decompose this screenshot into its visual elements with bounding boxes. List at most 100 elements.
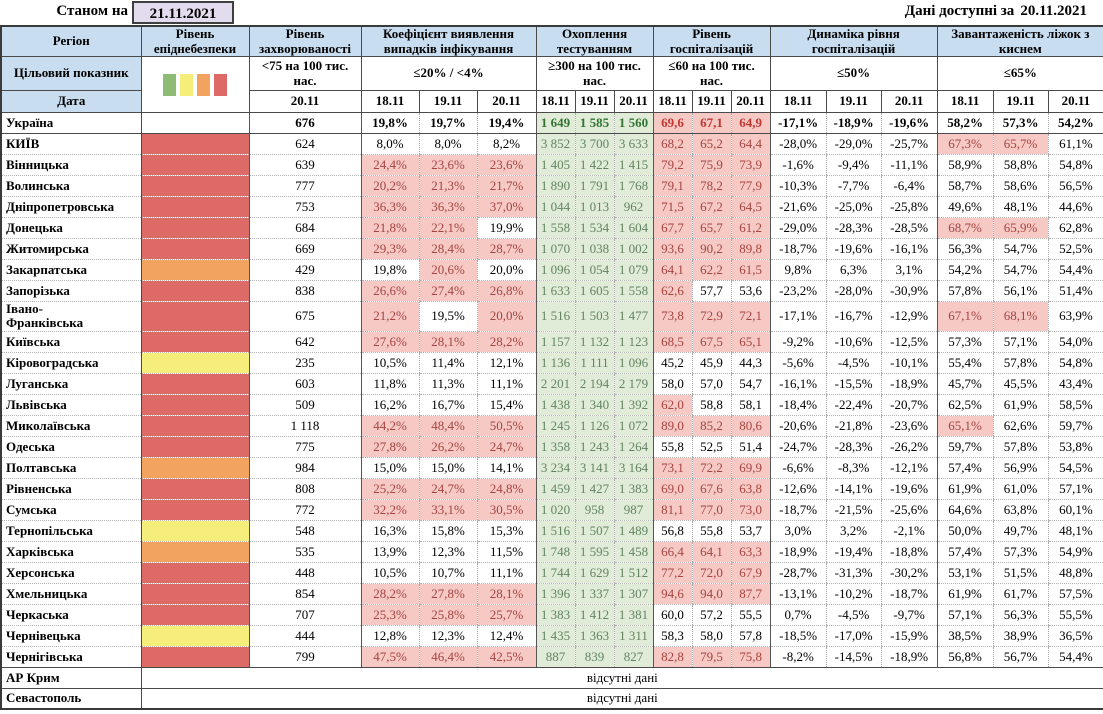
testing-value-cell: 1 748: [535, 541, 576, 563]
detection-value-cell: 24,8%: [476, 478, 537, 500]
hospitalization-dynamics-cell: -6,6%: [769, 457, 827, 479]
hospitalization-dynamics-cell: -8,3%: [825, 457, 882, 479]
hospitalization-dynamics-cell: -19,6%: [880, 478, 938, 500]
epidemic-level-cell: [140, 436, 249, 458]
detection-value-cell: 27,6%: [360, 331, 419, 353]
hospitalization-dynamics-cell: -18,9%: [825, 112, 882, 135]
oxygen-beds-value-cell: 60,1%: [1047, 499, 1103, 521]
hospitalization-value-cell: 67,1: [691, 112, 732, 135]
detection-value-cell: 22,1%: [418, 217, 477, 240]
target-header-dynamics: ≤50%: [769, 56, 938, 92]
hospitalization-dynamics-cell: -18,9%: [769, 541, 827, 563]
testing-value-cell: 1 534: [574, 217, 615, 240]
detection-value-cell: 12,8%: [360, 625, 419, 647]
oxygen-beds-value-cell: 58,7%: [936, 175, 994, 198]
incidence-value-cell: 509: [248, 394, 361, 416]
testing-value-cell: 1 245: [535, 415, 576, 437]
hospitalization-value-cell: 77,9: [730, 175, 771, 198]
hospitalization-value-cell: 69,0: [652, 478, 693, 500]
detection-value-cell: 27,4%: [418, 280, 477, 303]
target-header-beds: ≤65%: [936, 56, 1103, 92]
oxygen-beds-value-cell: 58,9%: [936, 154, 994, 177]
testing-value-cell: 1 264: [613, 436, 654, 458]
hospitalization-value-cell: 89,0: [652, 415, 693, 437]
oxygen-beds-value-cell: 56,9%: [992, 457, 1049, 479]
incidence-value-cell: 548: [248, 520, 361, 542]
hospitalization-value-cell: 64,5: [730, 196, 771, 219]
region-cell: Черкаська: [1, 604, 142, 626]
detection-value-cell: 42,5%: [476, 646, 537, 668]
testing-value-cell: 1 363: [574, 625, 615, 647]
hospitalization-dynamics-cell: -9,4%: [825, 154, 882, 177]
hospitalization-value-cell: 94,6: [652, 583, 693, 605]
oxygen-beds-value-cell: 55,4%: [936, 352, 994, 374]
column-header-testing: Охоплення тестуванням: [535, 25, 654, 58]
oxygen-beds-value-cell: 48,8%: [1047, 562, 1103, 584]
hospitalization-value-cell: 67,6: [691, 478, 732, 500]
hospitalization-value-cell: 80,6: [730, 415, 771, 437]
hospitalization-value-cell: 75,8: [730, 646, 771, 668]
column-header-dynamics: Динаміка рівня госпіталізацій: [769, 25, 938, 58]
oxygen-beds-value-cell: 68,7%: [936, 217, 994, 240]
incidence-value-cell: 669: [248, 238, 361, 261]
oxygen-beds-value-cell: 53,1%: [936, 562, 994, 584]
testing-value-cell: 987: [613, 499, 654, 521]
column-header-beds: Завантаженість ліжок з киснем: [936, 25, 1103, 58]
incidence-value-cell: 808: [248, 478, 361, 500]
hospitalization-dynamics-cell: -25,0%: [825, 196, 882, 219]
oxygen-beds-value-cell: 54,0%: [1047, 331, 1103, 353]
hospitalization-dynamics-cell: -21,5%: [825, 499, 882, 521]
hospitalization-dynamics-cell: 9,8%: [769, 259, 827, 282]
column-header-detection: Коефіцієнт виявлення випадків інфікуванн…: [360, 25, 537, 58]
hospitalization-value-cell: 57,8: [730, 625, 771, 647]
testing-value-cell: 1 489: [613, 520, 654, 542]
region-cell: Закарпатська: [1, 259, 142, 282]
table-row: Сумська 772 32,2% 33,1% 30,5% 1 020 958 987 81,1…: [1, 499, 1103, 521]
detection-value-cell: 20,0%: [476, 259, 537, 282]
hospitalization-dynamics-cell: -12,9%: [880, 301, 938, 332]
date-header-dynamics: 18.11: [769, 90, 827, 114]
date-header-hospital: 19.11: [691, 90, 732, 114]
epidemic-level-cell: [140, 331, 249, 353]
hospitalization-value-cell: 68,5: [652, 331, 693, 353]
testing-value-cell: 1 507: [574, 520, 615, 542]
table-row: Рівненська 808 25,2% 24,7% 24,8% 1 459 1 427 1 …: [1, 478, 1103, 500]
oxygen-beds-value-cell: 44,6%: [1047, 196, 1103, 219]
hospitalization-dynamics-cell: -21,8%: [825, 415, 882, 437]
hospitalization-dynamics-cell: -25,6%: [880, 499, 938, 521]
detection-value-cell: 11,8%: [360, 373, 419, 395]
date-header-beds: 18.11: [936, 90, 994, 114]
row-header-date: Дата: [0, 90, 142, 114]
testing-value-cell: 1 405: [535, 154, 576, 177]
detection-value-cell: 19,9%: [476, 217, 537, 240]
region-cell: Севастополь: [1, 688, 142, 710]
detection-value-cell: 24,7%: [476, 436, 537, 458]
testing-value-cell: 1 422: [574, 154, 615, 177]
testing-value-cell: 1 791: [574, 175, 615, 198]
oxygen-beds-value-cell: 59,7%: [936, 436, 994, 458]
hospitalization-dynamics-cell: -17,1%: [769, 301, 827, 332]
oxygen-beds-value-cell: 65,9%: [992, 217, 1049, 240]
detection-value-cell: 25,3%: [360, 604, 419, 626]
oxygen-beds-value-cell: 51,4%: [1047, 280, 1103, 303]
hospitalization-dynamics-cell: -10,6%: [825, 331, 882, 353]
incidence-value-cell: 429: [248, 259, 361, 282]
legend-swatch-green: [163, 73, 176, 96]
oxygen-beds-value-cell: 57,3%: [992, 541, 1049, 563]
testing-value-cell: 1 503: [574, 301, 615, 332]
hospitalization-value-cell: 51,4: [730, 436, 771, 458]
detection-value-cell: 11,3%: [418, 373, 477, 395]
as-of-label: Станом на: [56, 3, 128, 19]
hospitalization-dynamics-cell: -29,0%: [769, 217, 827, 240]
data-available-caption: Дані доступні за 20.11.2021: [905, 3, 1087, 20]
detection-value-cell: 21,2%: [360, 301, 419, 332]
testing-value-cell: 3 700: [574, 133, 615, 156]
table-row: Вінницька 639 24,4% 23,6% 23,6% 1 405 1 422 1 4…: [1, 154, 1103, 177]
date-header-testing: 19.11: [574, 90, 615, 114]
detection-value-cell: 15,3%: [476, 520, 537, 542]
oxygen-beds-value-cell: 57,1%: [992, 331, 1049, 353]
detection-value-cell: 15,0%: [418, 457, 477, 479]
top-bar: Станом на 21.11.2021 Дані доступні за 20.…: [0, 0, 1103, 25]
detection-value-cell: 47,5%: [360, 646, 419, 668]
oxygen-beds-value-cell: 52,5%: [1047, 238, 1103, 261]
